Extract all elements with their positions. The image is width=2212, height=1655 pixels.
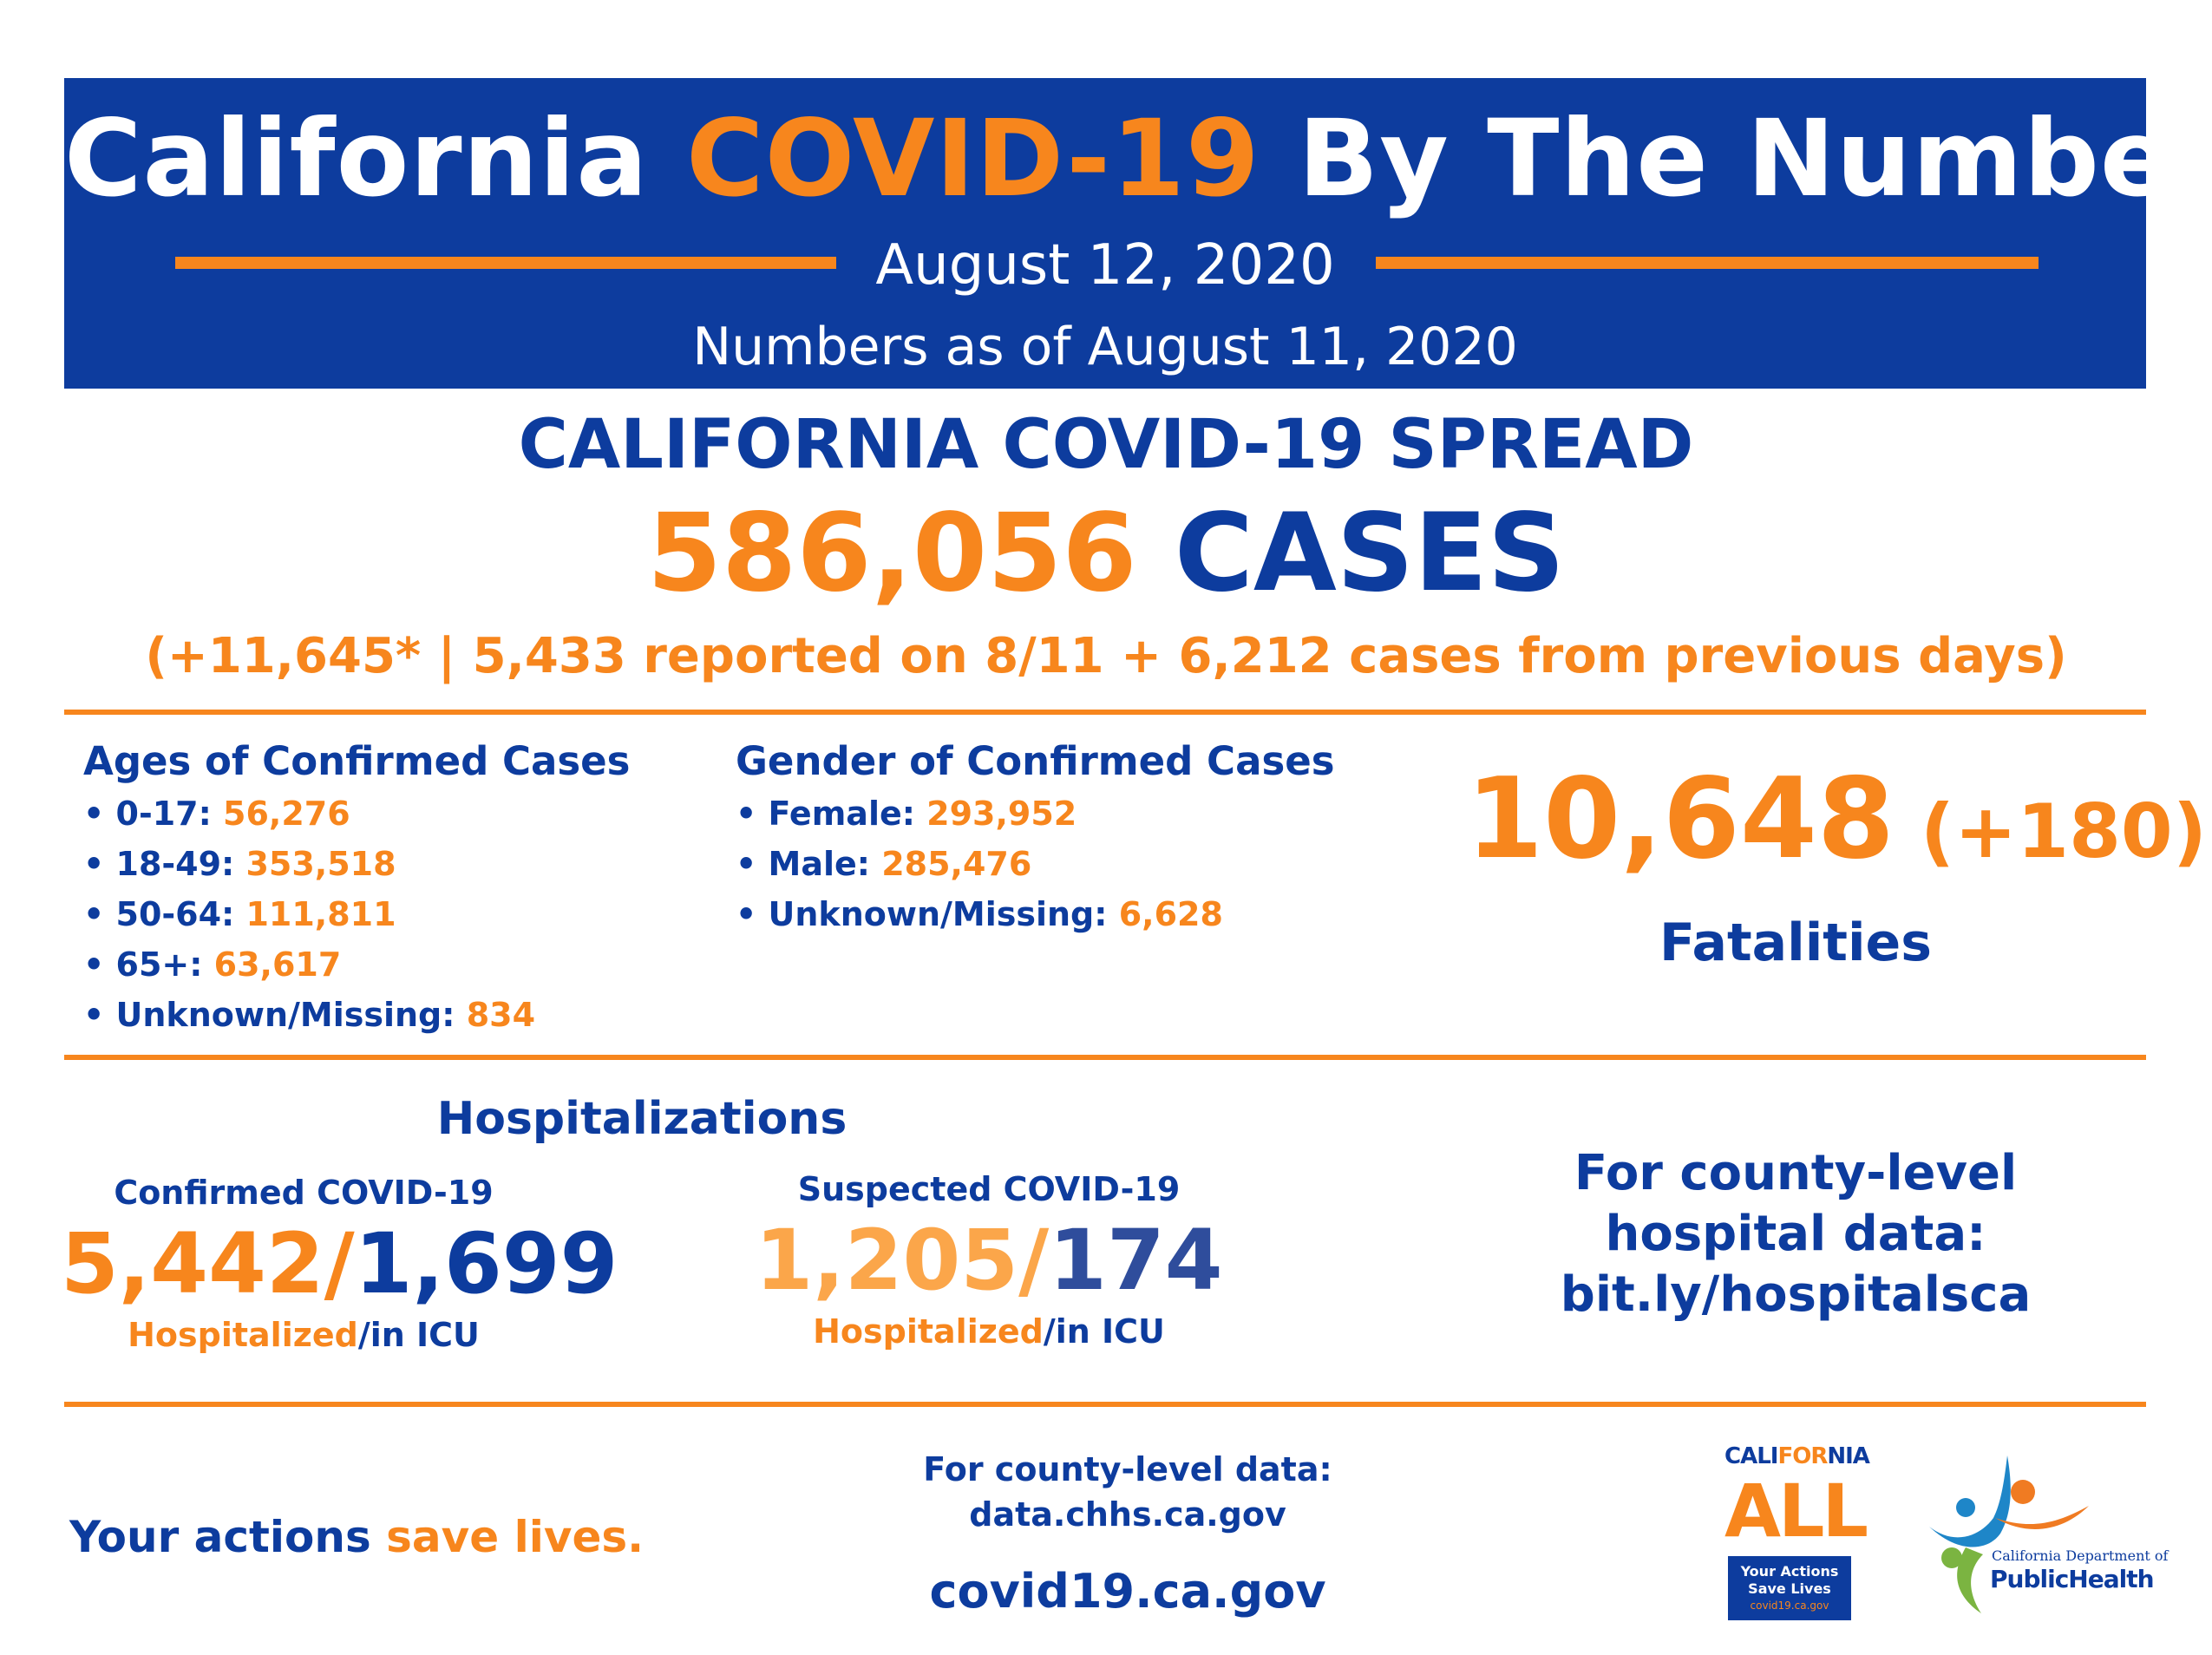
- confirmed-icu: 1,699: [354, 1215, 618, 1312]
- age-label: • Unknown/Missing:: [83, 996, 467, 1034]
- cases-detail: (+11,645* | 5,433 reported on 8/11 + 6,2…: [145, 628, 2067, 684]
- age-item: • 65+: 63,617: [83, 942, 341, 987]
- gender-item: • Male: 285,476: [736, 841, 1031, 886]
- age-label: • 65+:: [83, 945, 214, 984]
- ca-all-box-line-1: Your Actions: [1740, 1563, 1839, 1580]
- gender-label: • Male:: [736, 845, 882, 883]
- ca-all-box: Your Actions Save Lives covid19.ca.gov: [1728, 1556, 1851, 1620]
- confirmed-hospitalized: 5,442/: [61, 1215, 355, 1312]
- gender-value: 285,476: [881, 845, 1032, 883]
- banner-divider-left: [175, 257, 836, 269]
- age-value: 56,276: [223, 795, 350, 833]
- suspected-caption: Hospitalized/in ICU: [746, 1310, 1232, 1353]
- gender-label: • Female:: [736, 795, 927, 833]
- age-value: 353,518: [245, 845, 396, 883]
- county-data-note: For county-level data: data.chhs.ca.gov: [815, 1447, 1440, 1537]
- ca-all-box-line-3: covid19.ca.gov: [1750, 1599, 1829, 1612]
- title-highlight: COVID-19: [686, 97, 1260, 220]
- california-all-logo: CALIFORNIA ALL Your Actions Save Lives c…: [1724, 1443, 1870, 1622]
- ca-all-wordmark: CALIFORNIA: [1724, 1443, 1870, 1469]
- suspected-icu: 174: [1049, 1212, 1223, 1309]
- suspected-numbers: 1,205/174: [746, 1211, 1232, 1310]
- gender-title: Gender of Confirmed Cases: [736, 738, 1335, 784]
- hospitalizations-title: Hospitalizations: [436, 1093, 847, 1145]
- age-label: • 18-49:: [83, 845, 246, 883]
- ca-all-word-2: FOR: [1777, 1443, 1828, 1469]
- tagline: Your actions save lives.: [69, 1509, 644, 1565]
- report-date: August 12, 2020: [875, 233, 1335, 298]
- suspected-hospitalized: 1,205/: [755, 1212, 1050, 1309]
- tagline-part-2: save lives.: [386, 1512, 645, 1562]
- suspected-hospitalizations: Suspected COVID-19 1,205/174 Hospitalize…: [746, 1168, 1232, 1353]
- ca-all-box-line-2: Save Lives: [1748, 1580, 1831, 1597]
- ca-all-word-1: CALI: [1724, 1443, 1778, 1469]
- county-hospital-data: For county-level hospital data: bit.ly/h…: [1501, 1143, 2091, 1325]
- age-item: • 50-64: 111,811: [83, 892, 396, 937]
- page-title: California COVID-19 By The Numbers: [64, 94, 2212, 224]
- cases-number: 586,056: [646, 491, 1137, 616]
- gender-value: 293,952: [926, 795, 1077, 833]
- website-link[interactable]: covid19.ca.gov: [929, 1564, 1326, 1619]
- caption-hospitalized: Hospitalized: [813, 1312, 1044, 1351]
- caption-icu: /in ICU: [357, 1316, 480, 1354]
- title-part-2: By The Numbers: [1260, 97, 2212, 220]
- county-hospital-line-1: For county-level: [1574, 1145, 2018, 1201]
- banner-divider-right: [1376, 257, 2039, 269]
- confirmed-subtitle: Confirmed COVID-19: [114, 1174, 494, 1212]
- confirmed-numbers: 5,442/1,699: [61, 1214, 618, 1313]
- tagline-part-1: Your actions: [69, 1512, 387, 1562]
- caption-icu: /in ICU: [1043, 1312, 1165, 1351]
- age-item: • Unknown/Missing: 834: [83, 992, 535, 1037]
- gender-label: • Unknown/Missing:: [736, 895, 1119, 933]
- cdph-logo: California Department of PublicHealth: [1927, 1450, 2168, 1624]
- cdph-public-health: PublicHealth: [1990, 1565, 2155, 1593]
- ages-title: Ages of Confirmed Cases: [83, 738, 631, 784]
- divider-2: [64, 1055, 2146, 1060]
- header-banner: California COVID-19 By The Numbers Augus…: [64, 78, 2212, 389]
- fatalities-change: (+180): [1894, 788, 2208, 875]
- age-item: • 18-49: 353,518: [83, 841, 396, 886]
- fatalities-count: 10,648 (+180): [1466, 755, 2207, 918]
- county-hospital-line-2: hospital data:: [1605, 1206, 1986, 1262]
- gender-value: 6,628: [1118, 895, 1223, 933]
- title-part-1: California: [64, 97, 687, 220]
- ca-all-word-3: NIA: [1827, 1443, 1870, 1469]
- suspected-subtitle: Suspected COVID-19: [797, 1170, 1181, 1208]
- divider-3: [64, 1402, 2146, 1407]
- age-value: 63,617: [213, 945, 342, 984]
- caption-hospitalized: Hospitalized: [128, 1316, 358, 1354]
- county-data-line-1: For county-level data:: [923, 1450, 1332, 1488]
- age-item: • 0-17: 56,276: [83, 791, 350, 836]
- confirmed-caption: Hospitalized/in ICU: [61, 1313, 546, 1357]
- cases-label: CASES: [1136, 491, 1566, 616]
- cdph-org-name: California Department of: [1992, 1547, 2169, 1564]
- age-value: 834: [466, 996, 536, 1034]
- spread-heading: CALIFORNIA COVID-19 SPREAD: [518, 406, 1694, 484]
- age-label: • 50-64:: [83, 895, 246, 933]
- fatalities-label: Fatalities: [1659, 913, 1932, 973]
- county-data-link[interactable]: data.chhs.ca.gov: [969, 1495, 1286, 1534]
- data-as-of: Numbers as of August 11, 2020: [692, 317, 1518, 377]
- county-hospital-link[interactable]: bit.ly/hospitalsca: [1560, 1266, 2032, 1323]
- cdph-emblem-icon: [1929, 1455, 2089, 1613]
- total-cases: 586,056 CASES: [0, 493, 2212, 614]
- ca-all-main: ALL: [1724, 1469, 1868, 1554]
- fatalities-number: 10,648: [1466, 755, 1895, 884]
- gender-item: • Female: 293,952: [736, 791, 1077, 836]
- divider-1: [64, 710, 2146, 715]
- age-value: 111,811: [245, 895, 396, 933]
- confirmed-hospitalizations: Confirmed COVID-19 5,442/1,699 Hospitali…: [61, 1171, 618, 1357]
- age-label: • 0-17:: [83, 795, 224, 833]
- gender-item: • Unknown/Missing: 6,628: [736, 892, 1223, 937]
